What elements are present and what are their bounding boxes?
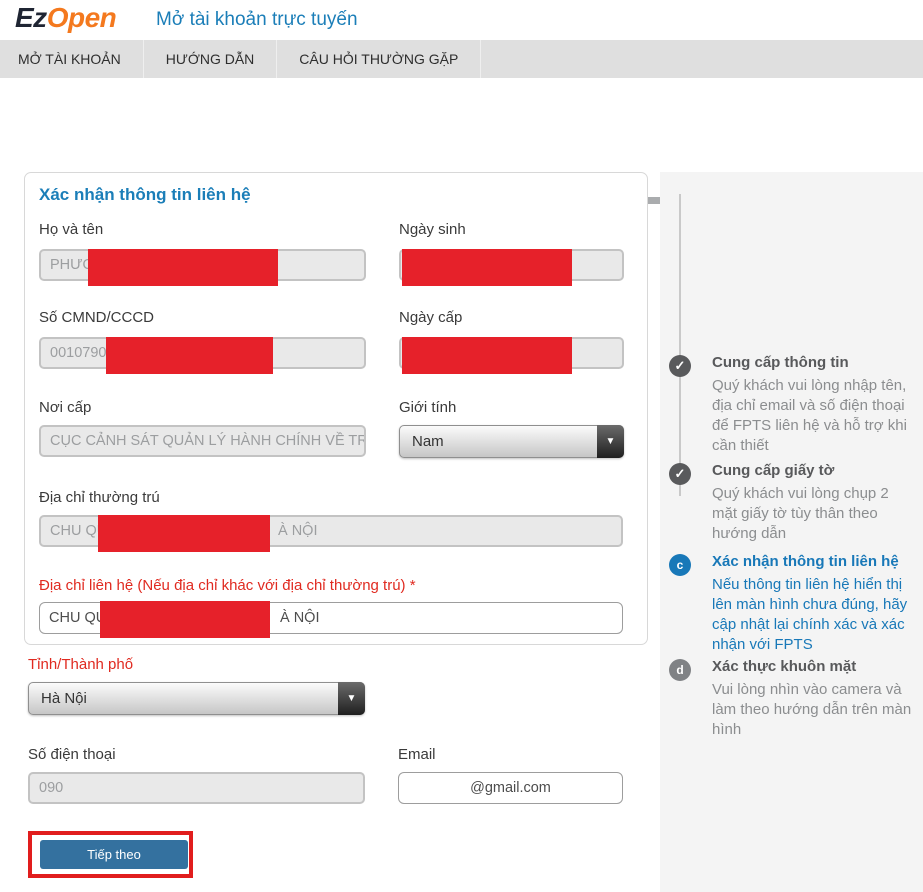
contact-address-suffix: À NỘI <box>280 610 320 626</box>
logo-ez: Ez <box>15 2 47 33</box>
redaction-overlay <box>106 337 273 374</box>
sidebar-connector-line <box>679 194 681 496</box>
nav-item-guide[interactable]: HƯỚNG DẪN <box>144 40 278 78</box>
email-label: Email <box>398 746 436 763</box>
page-title: Mở tài khoản trực tuyến <box>156 9 358 30</box>
city-select[interactable]: Hà Nội ▼ <box>28 682 365 715</box>
sidebar-step-title: Cung cấp thông tin <box>712 354 849 371</box>
check-icon: ✓ <box>669 355 691 377</box>
nav-item-open-account[interactable]: MỞ TÀI KHOẢN <box>0 40 144 78</box>
redaction-overlay <box>88 249 278 286</box>
ezopen-logo[interactable]: EzOpen <box>15 2 117 34</box>
submit-highlight-frame: Tiếp theo <box>28 831 193 878</box>
step-d-badge: d <box>669 659 691 681</box>
chevron-glyph: ▼ <box>346 693 357 704</box>
contact-address-input[interactable]: CHU QUY À NỘI <box>39 601 623 638</box>
redaction-overlay <box>98 515 270 552</box>
next-button[interactable]: Tiếp theo <box>40 840 188 869</box>
email-value: @gmail.com <box>470 780 551 796</box>
full-name-input[interactable]: PHƯƠNG <box>39 249 366 286</box>
main-nav: MỞ TÀI KHOẢN HƯỚNG DẪN CÂU HỎI THƯỜNG GẶ… <box>0 40 923 78</box>
id-number-value: 00107904 <box>50 345 115 361</box>
sidebar-step-title: Xác thực khuôn mặt <box>712 658 857 675</box>
check-icon: ✓ <box>669 463 691 485</box>
sidebar-step-description: Vui lòng nhìn vào camera và làm theo hướ… <box>712 681 912 738</box>
id-number-label: Số CMND/CCCD <box>39 309 155 326</box>
redaction-overlay <box>100 601 270 638</box>
full-name-label: Họ và tên <box>39 221 104 238</box>
chevron-down-icon[interactable]: ▼ <box>338 682 365 715</box>
card-title: Xác nhận thông tin liên hệ <box>39 185 251 204</box>
contact-info-card: Xác nhận thông tin liên hệ Họ và tên Ngà… <box>24 172 648 645</box>
email-input[interactable]: @gmail.com <box>398 772 623 804</box>
chevron-glyph: ▼ <box>605 436 616 447</box>
issue-date-input[interactable] <box>399 337 624 374</box>
sidebar-step-description: Quý khách vui lòng nhập tên, địa chỉ ema… <box>712 377 907 454</box>
chevron-down-icon[interactable]: ▼ <box>597 425 624 458</box>
permanent-address-label: Địa chỉ thường trú <box>39 489 160 506</box>
nav-item-faq[interactable]: CÂU HỎI THƯỜNG GẶP <box>277 40 482 78</box>
redaction-overlay <box>402 249 572 286</box>
step-c-badge: c <box>669 554 691 576</box>
sidebar-step-title: Cung cấp giấy tờ <box>712 462 835 479</box>
dob-input[interactable] <box>399 249 624 286</box>
contact-address-label: Địa chỉ liên hệ (Nếu địa chỉ khác với đị… <box>39 577 416 594</box>
sidebar-step-description: Quý khách vui lòng chụp 2 mặt giấy tờ tù… <box>712 485 889 542</box>
header: EzOpen Mở tài khoản trực tuyến <box>0 0 923 40</box>
contact-address-prefix: CHU QUY <box>49 610 116 626</box>
sidebar-step-description: Nếu thông tin liên hệ hiển thị lên màn h… <box>712 576 908 653</box>
progress-stepper: 1 2 3 CUNG CẤP THÔNG TIN CÁ NHÂN THÔNG T… <box>0 78 923 237</box>
permanent-address-suffix: À NỘI <box>278 523 318 539</box>
city-value: Hà Nội <box>41 690 87 707</box>
phone-value: 090 <box>39 780 64 796</box>
sidebar-step-title: Xác nhận thông tin liên hệ <box>712 553 899 570</box>
gender-label: Giới tính <box>399 399 457 416</box>
gender-select[interactable]: Nam ▼ <box>399 425 624 458</box>
permanent-address-input[interactable]: CHU QUY À NỘI <box>39 515 623 552</box>
phone-label: Số điện thoại <box>28 746 116 763</box>
redaction-overlay <box>402 337 572 374</box>
id-number-input[interactable]: 00107904 <box>39 337 366 374</box>
issue-date-label: Ngày cấp <box>399 309 463 326</box>
phone-input[interactable]: 090 <box>28 772 365 804</box>
dob-label: Ngày sinh <box>399 221 466 238</box>
logo-open: Open <box>46 2 117 33</box>
issue-place-value: CỤC CẢNH SÁT QUẢN LÝ HÀNH CHÍNH VỀ TRẬT <box>50 433 366 449</box>
steps-sidebar: ✓ Cung cấp thông tin Quý khách vui lòng … <box>660 172 923 892</box>
issue-place-label: Nơi cấp <box>39 399 92 416</box>
gender-value: Nam <box>412 433 444 450</box>
city-label: Tỉnh/Thành phố <box>28 656 134 673</box>
issue-place-input[interactable]: CỤC CẢNH SÁT QUẢN LÝ HÀNH CHÍNH VỀ TRẬT <box>39 425 366 457</box>
